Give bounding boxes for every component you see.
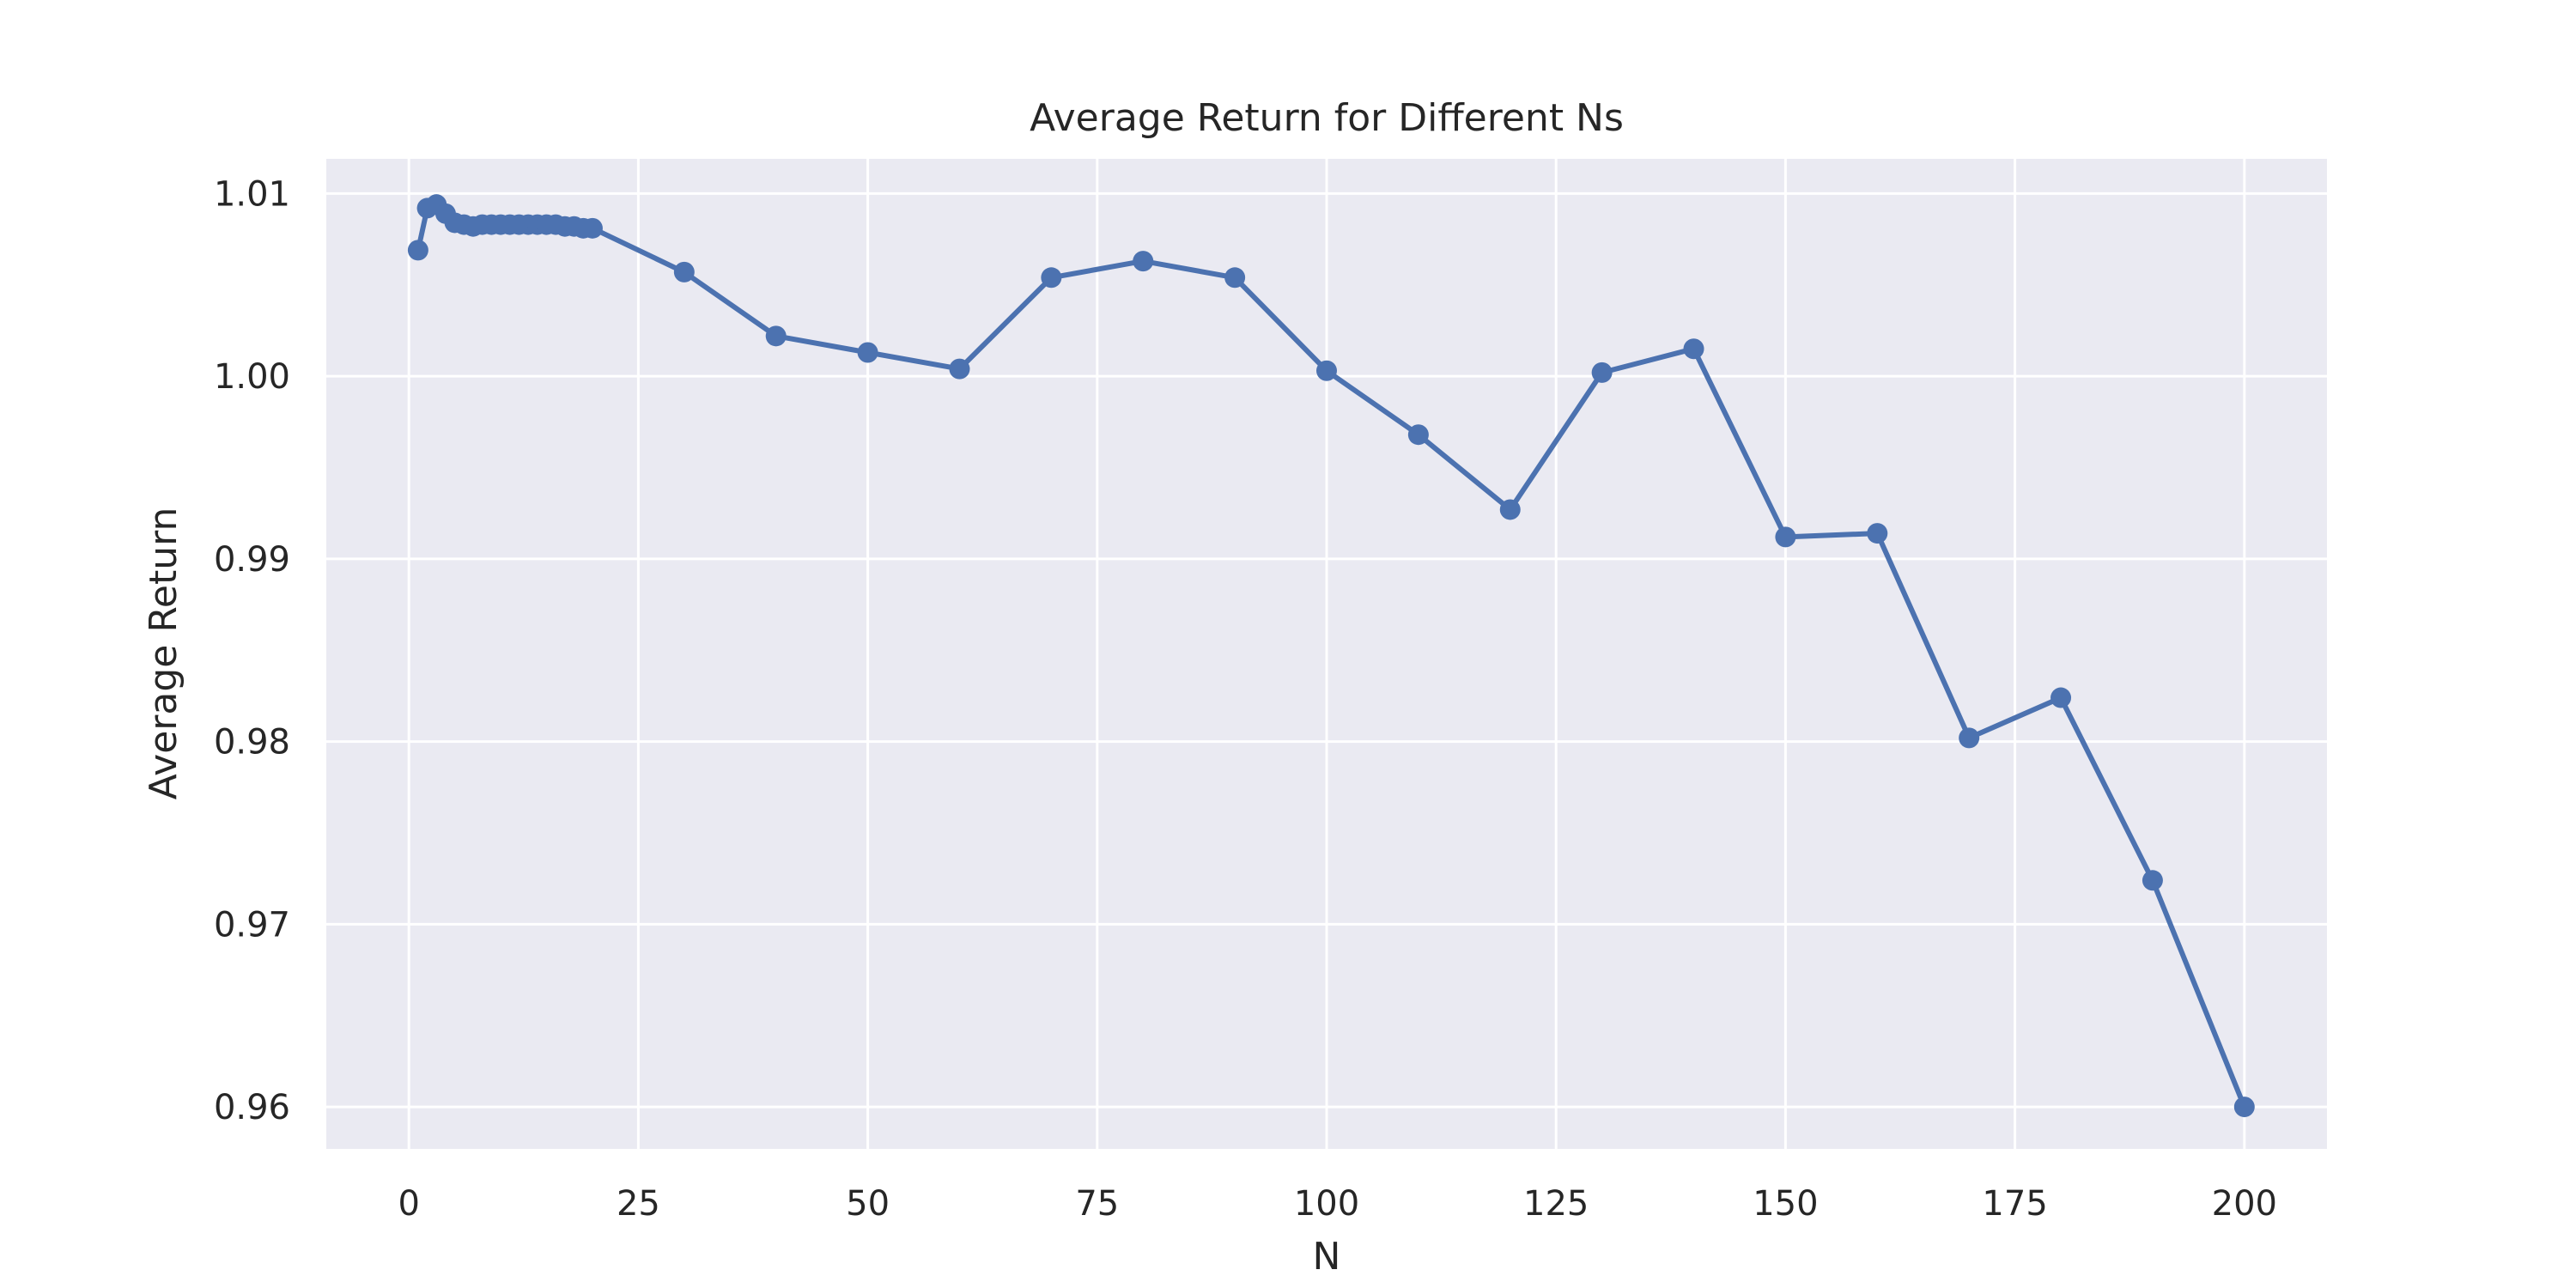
x-axis-label: N	[1313, 1235, 1341, 1279]
data-point	[407, 240, 428, 261]
x-tick-label: 50	[846, 1184, 890, 1224]
data-point	[581, 217, 603, 239]
x-tick-label: 0	[398, 1184, 419, 1224]
data-point	[857, 342, 878, 363]
x-tick-label: 150	[1753, 1184, 1818, 1224]
data-point	[1224, 267, 1246, 289]
x-tick-label: 200	[2212, 1184, 2277, 1224]
data-point	[1407, 424, 1429, 446]
y-tick-label: 1.01	[214, 174, 290, 214]
y-tick-label: 0.98	[214, 723, 290, 762]
data-point	[1775, 526, 1796, 548]
y-axis-label: Average Return	[142, 507, 185, 800]
data-point	[1591, 361, 1613, 383]
y-tick-label: 0.99	[214, 540, 290, 580]
data-point	[2142, 870, 2163, 891]
x-gridlines	[407, 159, 2246, 1149]
data-point	[1316, 360, 1337, 381]
x-tick-label: 75	[1075, 1184, 1119, 1224]
x-tick-label: 125	[1523, 1184, 1589, 1224]
x-tick-label: 175	[1982, 1184, 2047, 1224]
x-tick-labels: 0 25 50 75 100 125 150 175 200	[398, 1184, 2277, 1224]
data-point	[1959, 727, 1980, 749]
series-layer	[407, 194, 2255, 1118]
x-tick-label: 100	[1294, 1184, 1359, 1224]
data-point	[949, 358, 970, 380]
y-tick-label: 0.96	[214, 1088, 290, 1127]
data-point	[1499, 499, 1521, 520]
data-point	[1133, 251, 1154, 272]
data-point	[673, 261, 695, 283]
data-point	[1867, 523, 1888, 544]
data-point	[1041, 267, 1062, 289]
data-point	[1683, 338, 1704, 360]
data-point	[2050, 687, 2072, 708]
data-point	[2233, 1097, 2255, 1118]
chart-title: Average Return for Different Ns	[1030, 96, 1624, 140]
y-tick-labels: 0.96 0.97 0.98 0.99 1.00 1.01	[214, 174, 290, 1127]
data-point	[765, 325, 787, 347]
y-tick-label: 1.00	[214, 357, 290, 397]
y-tick-label: 0.97	[214, 905, 290, 945]
x-tick-label: 25	[617, 1184, 660, 1224]
